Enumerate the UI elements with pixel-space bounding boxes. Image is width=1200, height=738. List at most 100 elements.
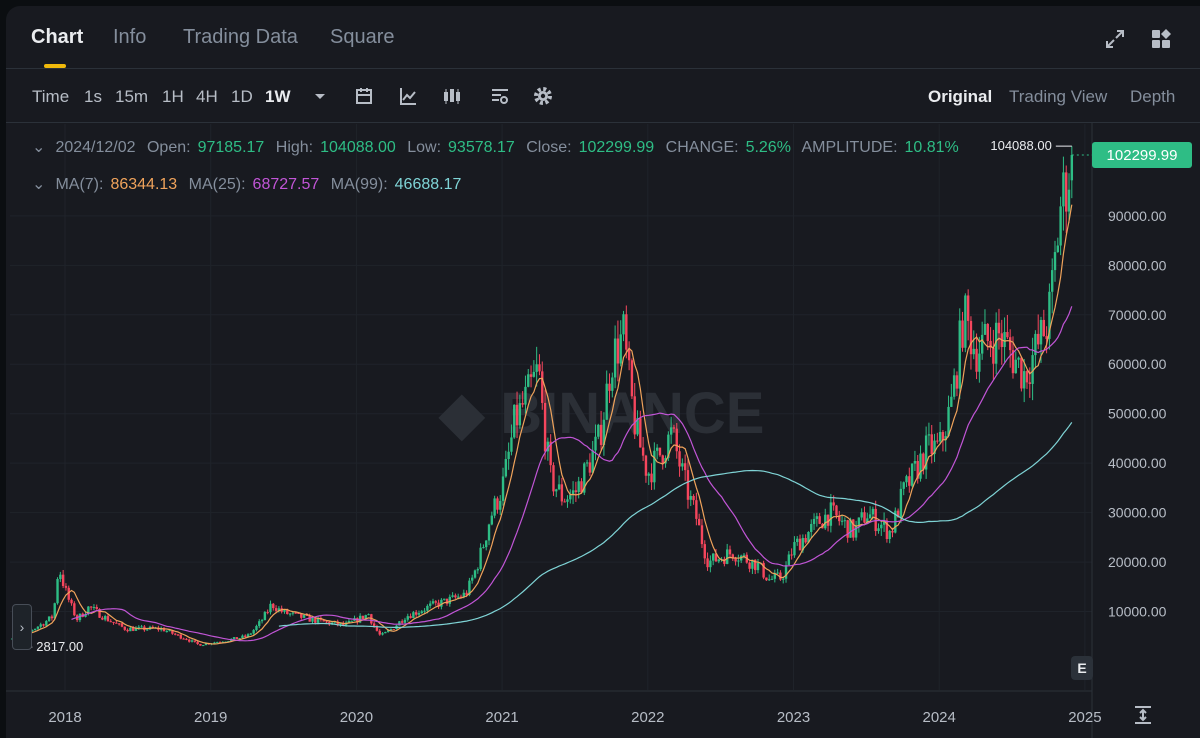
tab-square[interactable]: Square [330, 26, 395, 48]
candle-body [457, 596, 460, 598]
candle-body [952, 375, 956, 397]
caret-down-icon[interactable] [309, 85, 331, 107]
candle-body [807, 531, 810, 543]
candle-body [314, 617, 317, 623]
candle-body [176, 634, 180, 636]
ma-collapse-chevron-icon[interactable]: ⌄ [32, 176, 46, 193]
chart-settings-icon[interactable] [489, 85, 511, 107]
calendar-icon[interactable] [353, 85, 375, 107]
y-axis-tick-label: 90000.00 [1108, 208, 1167, 224]
candle-body [485, 540, 488, 548]
tab-chart[interactable]: Chart [31, 26, 84, 48]
candle-body [675, 428, 678, 452]
candle-body [737, 560, 740, 562]
candle-body [622, 314, 625, 335]
candle-body [563, 501, 566, 503]
candle-type-icon[interactable] [441, 85, 463, 107]
candle-body [428, 603, 432, 606]
y-axis-tick-label: 70000.00 [1108, 307, 1167, 323]
candle-body [392, 629, 395, 631]
interval-1h[interactable]: 1H [162, 87, 184, 106]
tab-info[interactable]: Info [113, 26, 147, 48]
candle-body [994, 322, 998, 364]
candle-body [899, 488, 903, 518]
candle-body [134, 627, 138, 631]
indicator-icon[interactable] [397, 85, 419, 107]
candle-body [448, 596, 451, 604]
candle-body [672, 427, 676, 429]
candle-body [311, 617, 314, 622]
candle-body [277, 608, 281, 611]
candle-body [412, 612, 415, 619]
candle-body [213, 642, 216, 644]
candle-body [339, 623, 342, 625]
collapse-chevron-icon[interactable]: ⌄ [32, 139, 46, 156]
candle-body [406, 616, 409, 620]
interval-1w[interactable]: 1W [265, 87, 291, 106]
candle-body [1067, 189, 1071, 212]
candle-body [454, 595, 457, 598]
view-trading-view[interactable]: Trading View [1009, 87, 1108, 106]
candle-body [633, 396, 636, 435]
candle-body [700, 525, 704, 545]
candle-body [793, 542, 796, 556]
view-depth[interactable]: Depth [1130, 87, 1176, 106]
interval-time[interactable]: Time [32, 87, 70, 106]
candle-body [468, 580, 471, 595]
candle-body [266, 612, 269, 614]
interval-4h[interactable]: 4H [196, 87, 218, 106]
candle-body [445, 598, 449, 604]
candle-body [588, 462, 592, 473]
candle-body [1014, 359, 1017, 374]
low-label: Low: [407, 139, 442, 156]
candle-body [770, 578, 774, 580]
candle-body [936, 440, 939, 442]
candle-body [877, 528, 880, 532]
candle-body [291, 612, 295, 614]
candle-body [933, 440, 936, 455]
candle-body [678, 451, 681, 467]
candle-body [924, 435, 928, 470]
candle-body [459, 596, 463, 598]
candle-body [871, 508, 875, 515]
candle-body [1031, 355, 1034, 384]
candle-body [384, 631, 387, 634]
candle-body [47, 616, 51, 622]
candle-body [552, 465, 555, 492]
candle-body [199, 644, 202, 646]
interval-1d[interactable]: 1D [231, 87, 253, 106]
gear-icon[interactable] [532, 85, 554, 107]
candle-body [451, 595, 454, 597]
y-axis-tick-label: 20000.00 [1108, 554, 1167, 570]
candlestick-chart[interactable]: ◆ BINANCE10000.0020000.0030000.0040000.0… [6, 6, 1200, 738]
candle-body [784, 565, 788, 579]
candle-body [602, 419, 606, 445]
view-original[interactable]: Original [928, 87, 993, 106]
layout-icon[interactable] [1150, 28, 1172, 50]
candle-body [796, 538, 799, 543]
interval-15m[interactable]: 15m [115, 87, 149, 106]
candle-body [45, 621, 48, 626]
candle-body [272, 603, 275, 609]
candle-body [417, 613, 421, 615]
candle-body [854, 525, 858, 538]
candle-body [274, 608, 278, 611]
candle-body [866, 518, 869, 523]
ma99-value: 46688.17 [394, 176, 462, 193]
candle-body [269, 603, 272, 613]
candle-body [896, 510, 900, 518]
price-scale-mode-button[interactable]: E [1071, 656, 1093, 680]
candle-body [849, 519, 852, 538]
fit-content-icon[interactable] [1132, 704, 1154, 726]
candle-body [521, 403, 524, 405]
candle-body [53, 603, 56, 619]
tab-trading-data[interactable]: Trading Data [183, 26, 298, 48]
expand-sidebar-button[interactable]: › [12, 604, 32, 650]
candle-body [983, 324, 987, 335]
expand-icon[interactable] [1104, 28, 1126, 50]
candle-body [765, 577, 768, 581]
interval-1s[interactable]: 1s [84, 87, 102, 106]
candle-body [202, 645, 205, 647]
candle-body [364, 615, 367, 620]
candle-body [471, 577, 474, 581]
